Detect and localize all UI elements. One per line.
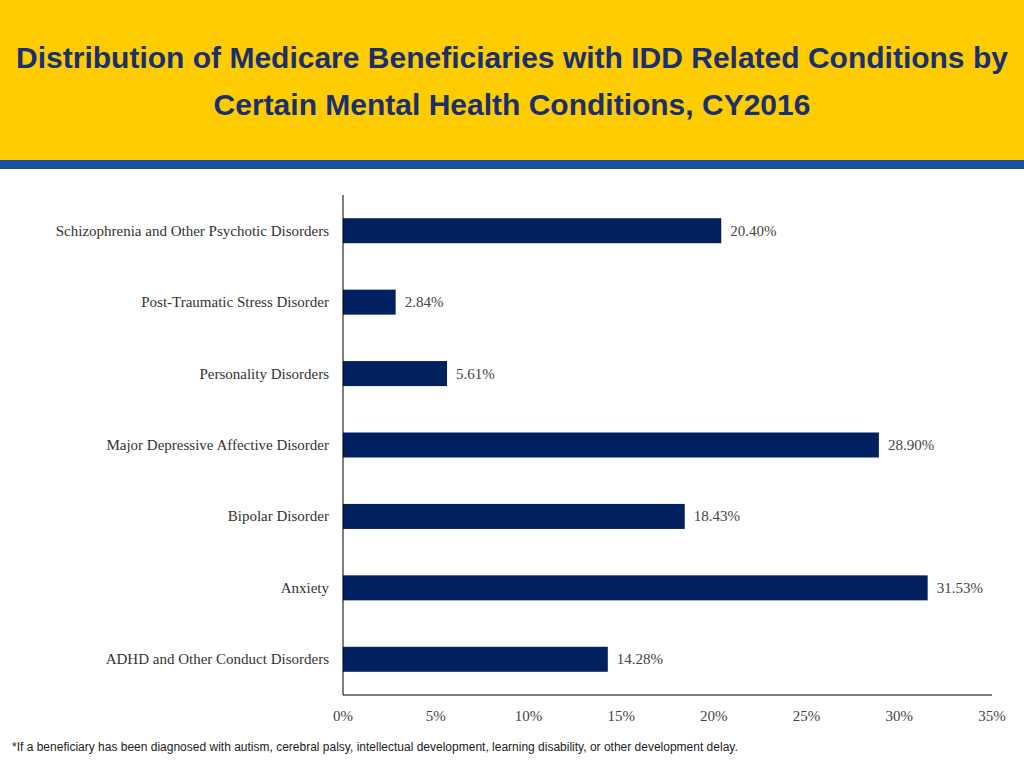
x-tick-label: 25%	[793, 708, 821, 724]
chart: 0% 5% 10% 15% 20% 25% 30% 35% Schizophrenia and …	[0, 0, 1024, 768]
x-tick-label: 15%	[607, 708, 635, 724]
data-label: 20.40%	[730, 223, 776, 239]
header-band	[0, 0, 1024, 160]
category-label: Bipolar Disorder	[228, 508, 329, 524]
category-label: Anxiety	[281, 580, 330, 596]
bar	[343, 504, 685, 529]
x-tick-label: 5%	[426, 708, 446, 724]
category-label: Major Depressive Affective Disorder	[106, 437, 329, 453]
data-label: 14.28%	[617, 651, 663, 667]
bar	[343, 647, 608, 672]
bars	[343, 218, 928, 672]
category-label: ADHD and Other Conduct Disorders	[106, 651, 329, 667]
data-label: 2.84%	[405, 294, 444, 310]
x-axis-line	[343, 695, 992, 696]
x-tick-label: 30%	[886, 708, 914, 724]
data-label: 5.61%	[456, 366, 495, 382]
bar	[343, 218, 721, 243]
data-label: 28.90%	[888, 437, 934, 453]
header-rule	[0, 160, 1024, 169]
bar	[343, 290, 396, 315]
title: Distribution of Medicare Beneficiaries w…	[12, 34, 1012, 128]
category-label: Schizophrenia and Other Psychotic Disord…	[56, 223, 329, 239]
footnote: *If a beneficiary has been diagnosed wit…	[12, 740, 738, 754]
bar	[343, 433, 879, 458]
y-axis-line	[343, 195, 344, 695]
x-tick-label: 20%	[700, 708, 728, 724]
category-label: Personality Disorders	[199, 366, 329, 382]
x-tick-label: 10%	[515, 708, 543, 724]
category-label: Post-Traumatic Stress Disorder	[141, 294, 329, 310]
x-tick-label: 35%	[978, 708, 1006, 724]
data-label: 18.43%	[694, 508, 740, 524]
x-tick-label: 0%	[333, 708, 353, 724]
bar	[343, 361, 447, 386]
bar	[343, 575, 928, 600]
data-label: 31.53%	[937, 580, 983, 596]
